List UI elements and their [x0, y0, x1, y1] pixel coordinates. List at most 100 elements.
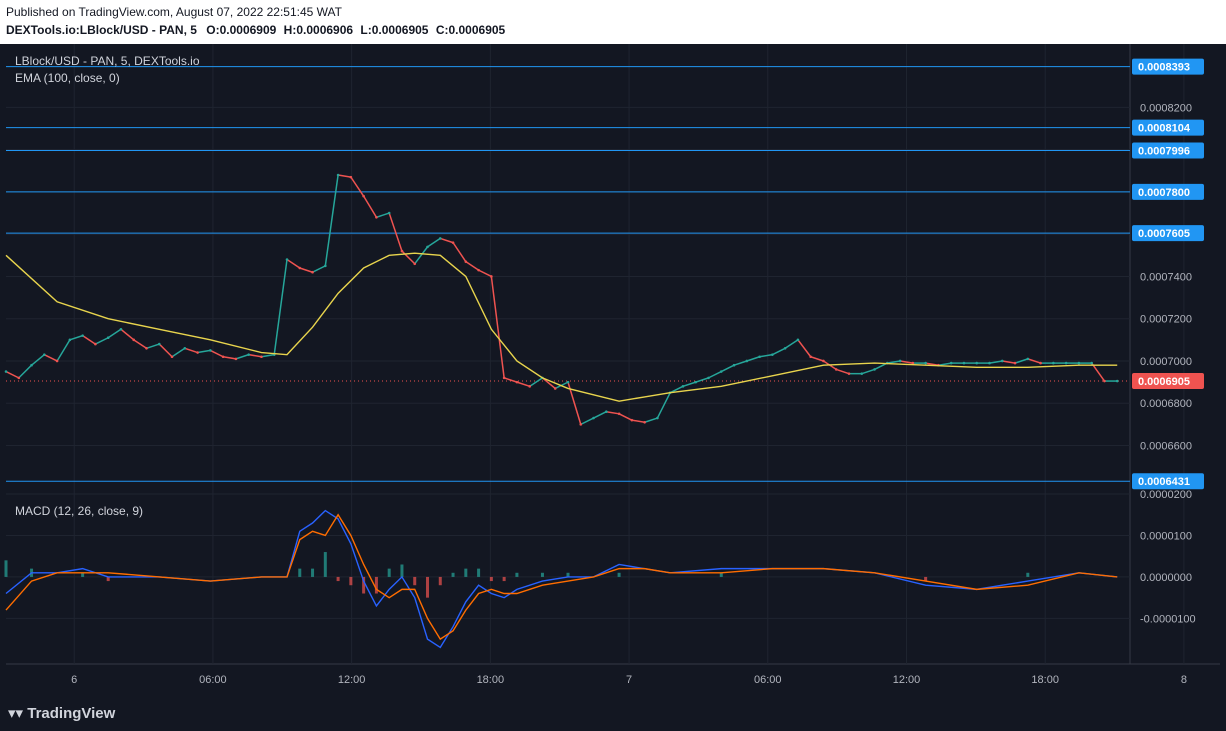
price-point: [1077, 361, 1081, 365]
macd-tick-label: 0.0000200: [1140, 489, 1192, 501]
price-segment: [810, 356, 824, 362]
price-point: [502, 376, 506, 380]
price-tick-label: 0.0006800: [1140, 398, 1192, 410]
price-segment: [746, 356, 760, 362]
low-label: L:: [360, 23, 372, 37]
price-point: [426, 245, 429, 249]
price-point: [924, 361, 927, 365]
macd-legend[interactable]: MACD (12, 26, close, 9): [15, 504, 144, 518]
price-point: [94, 342, 97, 346]
price-point: [771, 353, 774, 356]
level-price-tag-text: 0.0007605: [1138, 228, 1190, 240]
price-segment: [133, 339, 147, 349]
price-segment: [669, 385, 684, 394]
chart-svg[interactable]: 6 06:00 12:00 18:00 7 06:00 12:00 18:00 8 0.00082…: [0, 44, 1226, 698]
price-segment: [1014, 358, 1029, 364]
price-segment: [797, 339, 812, 358]
price-segment: [465, 261, 480, 271]
price-segment: [644, 417, 658, 423]
price-point: [911, 361, 915, 365]
price-segment: [541, 377, 556, 390]
price-segment: [490, 276, 505, 378]
time-tick-label: 18:00: [1031, 674, 1059, 686]
macd-tick-label: 0.0000100: [1140, 530, 1192, 542]
price-point: [783, 347, 787, 350]
price-segment: [631, 419, 645, 424]
price-point: [822, 359, 825, 363]
price-point: [949, 361, 953, 365]
price-point: [643, 420, 646, 424]
price-segment: [69, 334, 83, 341]
level-price-tag-text: 0.0008104: [1138, 123, 1191, 135]
chart-area[interactable]: 6 06:00 12:00 18:00 7 06:00 12:00 18:00 8 0.00082…: [0, 44, 1226, 698]
price-point: [605, 410, 608, 413]
price-point: [834, 368, 838, 371]
price-segment: [95, 337, 109, 345]
price-point: [630, 418, 634, 422]
price-segment: [82, 334, 96, 345]
price-point: [617, 412, 621, 416]
price-point: [732, 363, 736, 367]
price-tick-label: 0.0008200: [1140, 102, 1192, 114]
price-tick-label: 0.0007400: [1140, 271, 1192, 283]
price-point: [1052, 361, 1055, 365]
chart-title-legend: LBlock/USD - PAN, 5, DEXTools.io: [15, 54, 200, 68]
price-segment: [1091, 362, 1106, 382]
current-price-tag: [1132, 373, 1204, 390]
price-segment: [146, 343, 160, 350]
level-price-tag: [1132, 473, 1204, 490]
price-segment: [516, 381, 530, 388]
price-segment: [695, 377, 709, 383]
price-point: [962, 361, 966, 365]
ohlc-row: DEXTools.io:LBlock/USD - PAN, 5 O:0.0006…: [6, 23, 505, 37]
tradingview-logo[interactable]: ▾▾ TradingView: [8, 704, 115, 722]
symbol-label: DEXTools.io:LBlock/USD - PAN, 5: [6, 23, 197, 37]
price-segment: [682, 381, 696, 388]
current-price-tag-text: 0.0006905: [1138, 376, 1190, 388]
price-segment: [286, 258, 301, 269]
low-value: 0.0006905: [371, 23, 429, 37]
chart-header: Published on TradingView.com, August 07,…: [0, 0, 1226, 44]
ema-line[interactable]: [5, 252, 1118, 402]
price-segment: [324, 174, 339, 266]
price-segment: [989, 360, 1003, 364]
price-point: [336, 173, 340, 177]
price-segment: [158, 343, 173, 358]
macd-line[interactable]: [5, 509, 1118, 649]
level-price-tag: [1132, 142, 1204, 159]
price-point: [809, 355, 812, 359]
ema-legend[interactable]: EMA (100, close, 0): [15, 71, 120, 85]
price-point: [579, 423, 583, 426]
price-segment: [223, 356, 237, 360]
price-tick-label: 0.0006600: [1140, 441, 1192, 453]
price-point: [81, 334, 84, 337]
high-value: 0.0006906: [296, 23, 354, 37]
price-point: [132, 338, 136, 342]
price-segment: [835, 368, 850, 375]
price-segment: [414, 246, 429, 265]
price-point: [183, 347, 187, 350]
price-point: [656, 416, 659, 420]
price-point: [719, 370, 723, 373]
price-point: [285, 258, 289, 261]
time-tick-label: 06:00: [754, 674, 782, 686]
price-point: [43, 353, 46, 356]
time-tick-label: 18:00: [477, 674, 505, 686]
price-segment: [299, 267, 313, 273]
price-segment: [899, 360, 913, 364]
price-point: [898, 359, 902, 363]
level-price-tag: [1132, 225, 1204, 242]
price-point: [988, 361, 991, 365]
price-segment: [171, 347, 186, 358]
level-price-tag: [1132, 58, 1204, 75]
level-price-tag-text: 0.0007800: [1138, 187, 1190, 199]
level-price-tag: [1132, 183, 1204, 200]
time-tick-label: 8: [1181, 674, 1187, 686]
level-price-tag-text: 0.0008393: [1138, 62, 1190, 74]
macd-signal-line[interactable]: [5, 513, 1118, 641]
price-point: [196, 351, 199, 354]
price-point: [119, 327, 123, 331]
price-point: [528, 385, 531, 388]
price-segment: [56, 339, 71, 362]
price-point: [4, 370, 8, 373]
